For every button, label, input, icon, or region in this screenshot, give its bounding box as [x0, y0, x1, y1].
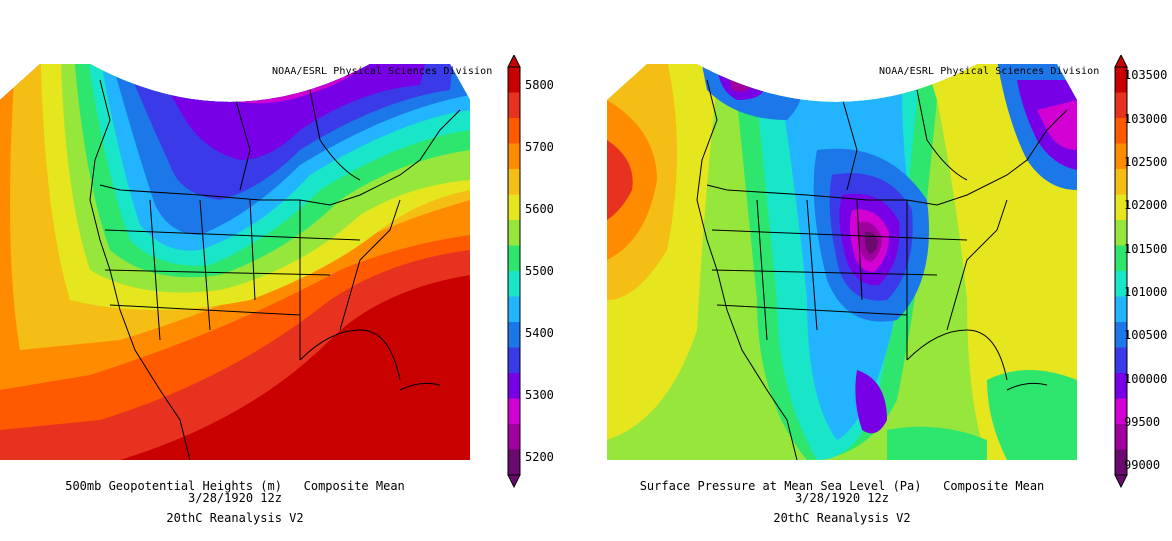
left-credit: NOAA/ESRL Physical Sciences Division	[272, 66, 493, 77]
right-cbar-swatch	[1115, 245, 1127, 272]
left-cbar-label-5700: 5700	[525, 140, 554, 154]
right-cbar-swatch	[1115, 143, 1127, 170]
left-cbar-swatch	[508, 271, 520, 297]
right-cbar-label-99000: 99000	[1124, 458, 1161, 472]
right-cbar-label-103000: 103000	[1124, 112, 1168, 126]
left-cbar-swatch	[508, 347, 520, 374]
left-caption-title: 500mb Geopotential Heights (m) Composite…	[65, 479, 405, 493]
right-cbar-arrow-bottom	[1114, 474, 1128, 489]
right-cbar-swatch	[1115, 322, 1127, 348]
right-caption-source: 20thC Reanalysis V2	[773, 511, 911, 525]
left-cbar-swatch	[508, 67, 520, 93]
right-cbar-label-101500: 101500	[1124, 242, 1168, 256]
right-cbar-swatch	[1115, 92, 1127, 119]
left-cbar-swatch	[508, 143, 520, 170]
right-cbar-label-101000: 101000	[1124, 285, 1168, 299]
left-cbar-label-5600: 5600	[525, 202, 554, 216]
sea-level-pressure-field	[607, 64, 1077, 460]
left-map	[0, 64, 470, 460]
right-credit: NOAA/ESRL Physical Sciences Division	[879, 66, 1100, 77]
left-colorbar	[507, 55, 521, 489]
right-cbar-swatch	[1115, 296, 1127, 323]
right-cbar-swatch	[1115, 67, 1127, 93]
left-caption-date: 3/28/1920 12z	[188, 491, 282, 505]
left-caption-source: 20thC Reanalysis V2	[166, 511, 304, 525]
right-cbar-swatch	[1115, 169, 1127, 195]
right-cbar-label-103500: 103500	[1124, 68, 1168, 82]
left-cbar-label-5500: 5500	[525, 264, 554, 278]
right-cbar-swatch	[1115, 398, 1127, 425]
right-cbar-swatch	[1115, 373, 1127, 399]
right-cbar-swatch	[1115, 449, 1127, 476]
left-cbar-swatch	[508, 398, 520, 425]
left-cbar-label-5300: 5300	[525, 388, 554, 402]
right-cbar-swatch	[1115, 271, 1127, 297]
left-cbar-label-5400: 5400	[525, 326, 554, 340]
left-cbar-swatch	[508, 322, 520, 348]
right-cbar-label-102500: 102500	[1124, 155, 1168, 169]
right-cbar-swatch	[1115, 118, 1127, 144]
right-cbar-swatch	[1115, 220, 1127, 246]
right-cbar-swatch	[1115, 347, 1127, 374]
left-cbar-label-5200: 5200	[525, 450, 554, 464]
right-cbar-label-99500: 99500	[1124, 415, 1161, 429]
right-cbar-label-100000: 100000	[1124, 372, 1168, 386]
right-cbar-label-102000: 102000	[1124, 198, 1168, 212]
coastlines-and-borders	[696, 79, 1068, 460]
left-cbar-swatch	[508, 373, 520, 399]
coastlines-and-borders	[89, 79, 461, 460]
left-cbar-arrow-top	[507, 55, 521, 68]
left-cbar-label-5800: 5800	[525, 78, 554, 92]
right-cbar-arrow-top	[1114, 55, 1128, 68]
right-map-panel: NOAA/ESRL Physical Sciences Division 103…	[607, 0, 1172, 541]
left-cbar-swatch	[508, 424, 520, 450]
right-cbar-swatch	[1115, 424, 1127, 450]
left-cbar-swatch	[508, 245, 520, 272]
geopotential-height-field	[0, 64, 470, 460]
right-cbar-label-100500: 100500	[1124, 328, 1168, 342]
left-cbar-swatch	[508, 92, 520, 119]
right-cbar-swatch	[1115, 194, 1127, 221]
left-cbar-swatch	[508, 118, 520, 144]
left-cbar-swatch	[508, 220, 520, 246]
right-colorbar	[1114, 55, 1128, 489]
right-cbar-frame	[1114, 66, 1128, 476]
left-map-panel: NOAA/ESRL Physical Sciences Division 580…	[0, 0, 560, 541]
right-caption-date: 3/28/1920 12z	[795, 491, 889, 505]
right-caption-title: Surface Pressure at Mean Sea Level (Pa) …	[639, 479, 1045, 493]
left-cbar-swatch	[508, 169, 520, 195]
left-cbar-arrow-bottom	[507, 474, 521, 489]
right-map	[607, 64, 1077, 460]
left-cbar-swatch	[508, 449, 520, 476]
left-cbar-swatch	[508, 296, 520, 323]
left-cbar-swatch	[508, 194, 520, 221]
left-cbar-frame	[507, 66, 521, 476]
